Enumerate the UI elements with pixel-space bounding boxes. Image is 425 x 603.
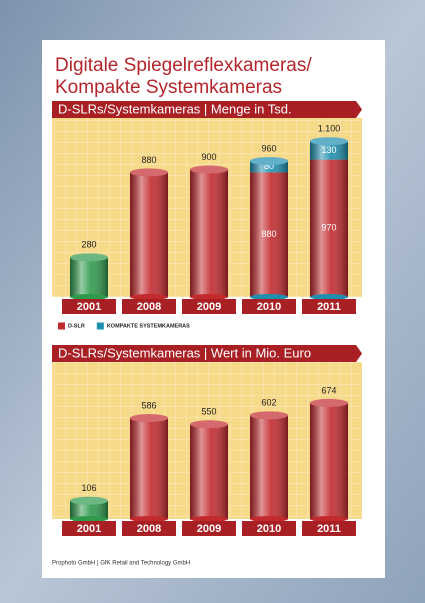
bar-bottom — [130, 516, 168, 522]
bar-cap-highlight — [190, 420, 228, 429]
bar-shade — [70, 257, 108, 297]
category-box — [302, 299, 356, 314]
chart-title: D-SLRs/Systemkameras | Menge in Tsd. — [58, 101, 292, 116]
bar-bottom — [130, 294, 168, 300]
bar-bottom — [190, 516, 228, 522]
value-label: 80 — [264, 161, 274, 171]
category-box — [242, 299, 296, 314]
total-label: 1.100 — [318, 124, 341, 134]
x-tick-label: 2009 — [197, 523, 221, 535]
bar-cap — [310, 137, 348, 146]
bar-shade — [130, 172, 168, 297]
bar-cap — [70, 253, 108, 262]
value-label: 900 — [201, 152, 216, 162]
category-box — [182, 521, 236, 536]
legend-swatch — [58, 322, 65, 330]
x-tick-label: 2011 — [317, 523, 341, 535]
category-box — [182, 299, 236, 314]
bar-cap — [130, 414, 168, 423]
bar-shade — [250, 161, 288, 173]
bar-cap-highlight — [250, 157, 288, 166]
value-label: 970 — [321, 223, 336, 233]
bar-cap-highlight — [310, 398, 348, 407]
bar-shade — [310, 159, 348, 297]
bar-cap — [70, 496, 108, 505]
value-label: 106 — [81, 483, 96, 493]
bar-shade — [310, 402, 348, 519]
bar-cap-highlight — [310, 137, 348, 146]
x-tick-label: 2011 — [317, 301, 341, 313]
x-tick-label: 2001 — [77, 301, 101, 313]
bar-cap — [250, 157, 288, 166]
value-label: 280 — [81, 240, 96, 250]
x-tick-label: 2008 — [137, 301, 161, 313]
bar-cap-highlight — [250, 411, 288, 420]
value-label: 602 — [261, 398, 276, 408]
value-label: 880 — [141, 155, 156, 165]
value-label: 674 — [321, 385, 336, 395]
category-box — [242, 521, 296, 536]
category-box — [62, 299, 116, 314]
category-box — [122, 299, 176, 314]
bar-shade — [310, 141, 348, 160]
bar-shade — [250, 415, 288, 519]
category-box — [122, 521, 176, 536]
bar-shade — [190, 424, 228, 519]
chart-title: D-SLRs/Systemkameras | Wert in Mio. Euro — [58, 345, 311, 360]
category-box — [62, 521, 116, 536]
title-line: Digitale Spiegelreflexkameras/ — [55, 55, 312, 76]
title-line: Kompakte Systemkameras — [55, 77, 282, 98]
bar-cap-highlight — [70, 253, 108, 262]
value-label: 586 — [141, 400, 156, 410]
bar-bottom — [250, 516, 288, 522]
value-label: 550 — [201, 407, 216, 417]
bar-bottom — [70, 516, 108, 522]
bar-cap — [250, 411, 288, 420]
bar-shade — [130, 418, 168, 519]
category-box — [302, 521, 356, 536]
bar-cap — [190, 165, 228, 174]
bar-cap-highlight — [190, 165, 228, 174]
value-label: 130 — [321, 145, 336, 155]
bar-cap — [310, 398, 348, 407]
bar-bottom — [190, 294, 228, 300]
x-tick-label: 2010 — [257, 523, 281, 535]
legend-swatch — [96, 322, 104, 330]
bar-cap-highlight — [130, 168, 168, 177]
bar-cap — [190, 420, 228, 429]
title-banner — [52, 101, 362, 118]
bar-bottom — [70, 294, 108, 300]
bar-shade — [250, 172, 288, 297]
x-tick-label: 2009 — [197, 301, 221, 313]
x-tick-label: 2010 — [257, 301, 281, 313]
x-tick-label: 2001 — [77, 523, 101, 535]
title-banner — [52, 345, 362, 362]
bar-shade — [70, 500, 108, 519]
legend-label: D-SLR — [68, 323, 85, 329]
total-label: 960 — [261, 143, 276, 153]
bar-bottom — [310, 516, 348, 522]
source: Prophoto GmbH | GfK Retail and Technolog… — [52, 561, 190, 567]
legend-label: KOMPAKTE SYSTEMKAMERAS — [107, 323, 190, 329]
bar-cap-highlight — [70, 496, 108, 505]
bar-cap — [130, 168, 168, 177]
x-tick-label: 2008 — [137, 523, 161, 535]
bar-bottom — [250, 294, 288, 300]
bar-cap-highlight — [130, 414, 168, 423]
value-label: 880 — [261, 229, 276, 239]
bar-bottom — [310, 294, 348, 300]
bar-shade — [190, 169, 228, 297]
